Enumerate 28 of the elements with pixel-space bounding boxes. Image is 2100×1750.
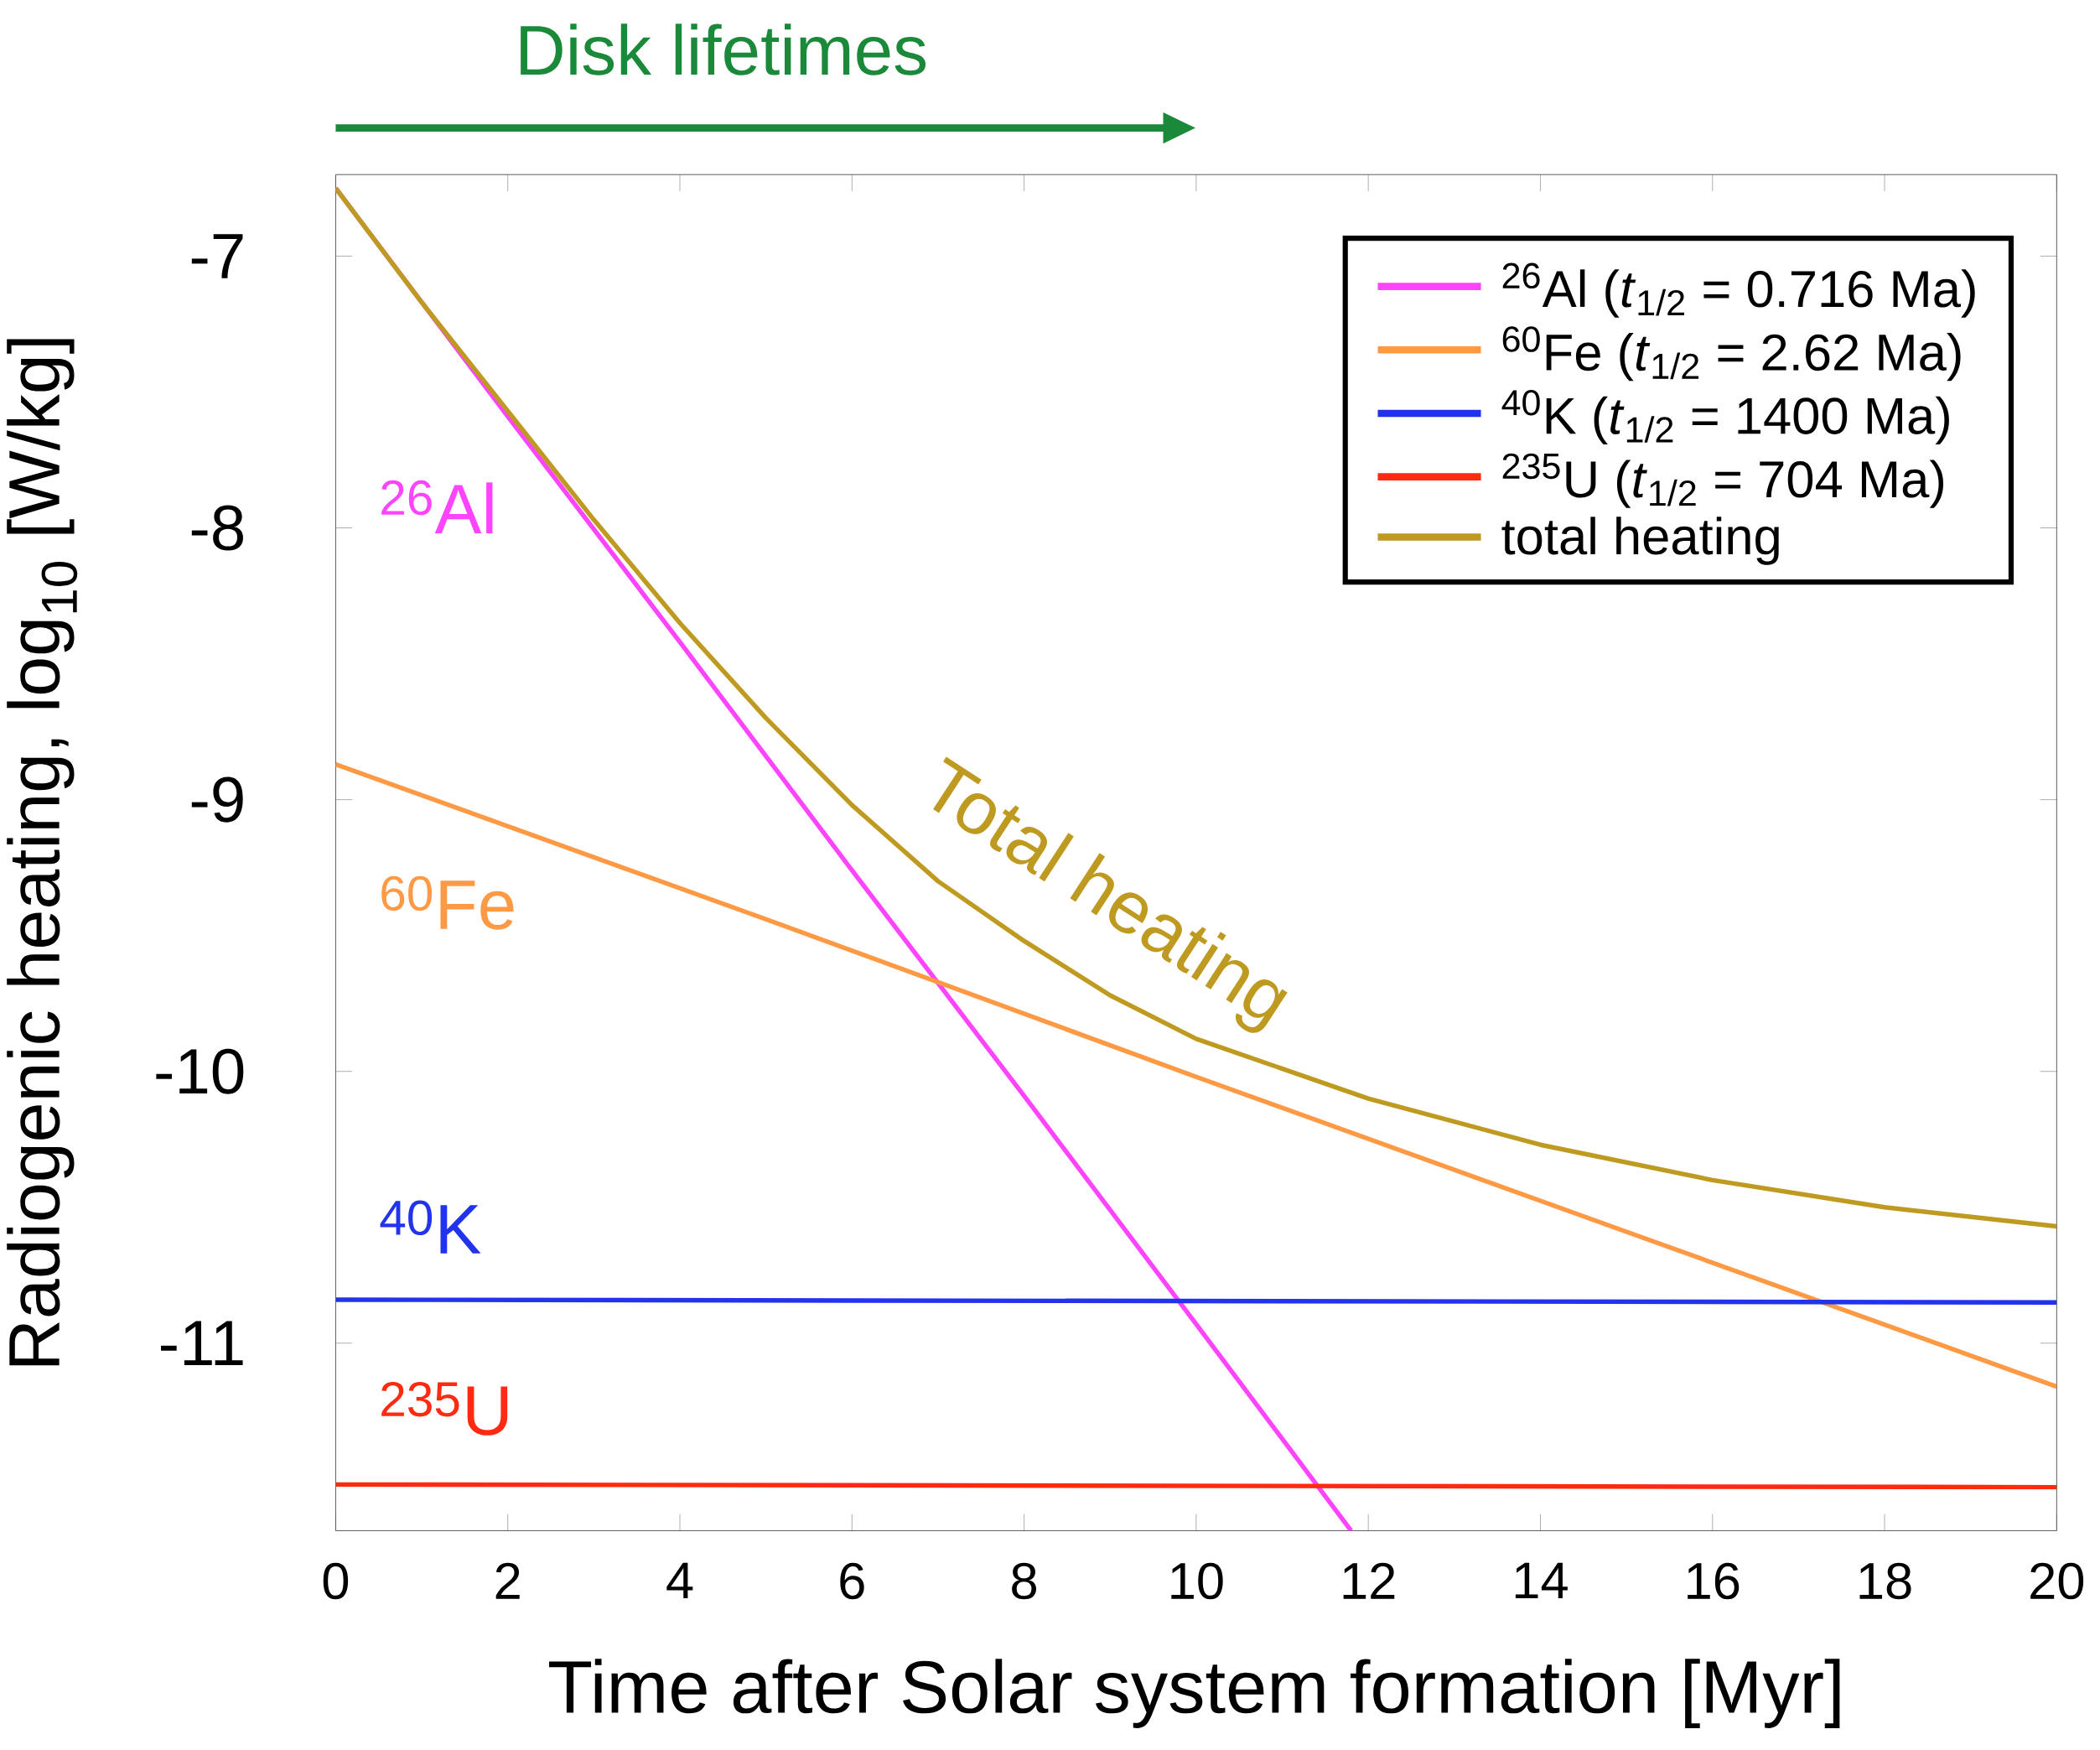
annotation: $^{235}$U [381, 1381, 508, 1436]
legend-label: $^{235}$U (t$_{1/2}$ = 704 Ma) [1502, 453, 1944, 508]
x-tick-label: 18 [1859, 1562, 1911, 1600]
annotation: $^{60}$Fe [381, 875, 514, 930]
x-tick-label: 14 [1515, 1562, 1568, 1598]
x-tick-label: 4 [666, 1562, 693, 1598]
x-tick-label: 6 [840, 1562, 864, 1600]
annotation: $^{26}$Al [381, 480, 493, 533]
y-tick-label: -10 [156, 1048, 244, 1094]
x-tick-label: 12 [1343, 1562, 1395, 1599]
legend-label: $^{26}$Al (t$_{1/2}$ = 0.716 Ma) [1502, 262, 1975, 318]
x-tick-label: 2 [495, 1562, 520, 1599]
y-tick-label: -9 [191, 776, 243, 823]
legend-label: $^{60}$Fe (t$_{1/2}$ = 2.62 Ma) [1502, 326, 1961, 382]
x-axis-title: Time after Solar system formation [Myr] [548, 1659, 1840, 1728]
text: Disk lifetimes [521, 23, 926, 75]
y-axis-title: Radiogenic heating, log$_{10}$ [W/kg] [7, 339, 78, 1366]
legend-label: total heating [1501, 517, 1779, 565]
x-tick-label: 0 [323, 1562, 349, 1600]
x-tick-label: 16 [1688, 1562, 1740, 1600]
y-tick-label: -7 [191, 234, 243, 278]
annotation: $^{40}$K [380, 1200, 481, 1254]
y-tick-label: -8 [191, 505, 243, 551]
y-tick-label: -11 [161, 1321, 243, 1365]
x-tick-label: 20 [2030, 1562, 2084, 1600]
legend-label: $^{40}$K (t$_{1/2}$ = 1400 Ma) [1501, 389, 1949, 444]
x-tick-label: 10 [1171, 1562, 1223, 1600]
x-tick-label: 8 [1012, 1562, 1037, 1600]
